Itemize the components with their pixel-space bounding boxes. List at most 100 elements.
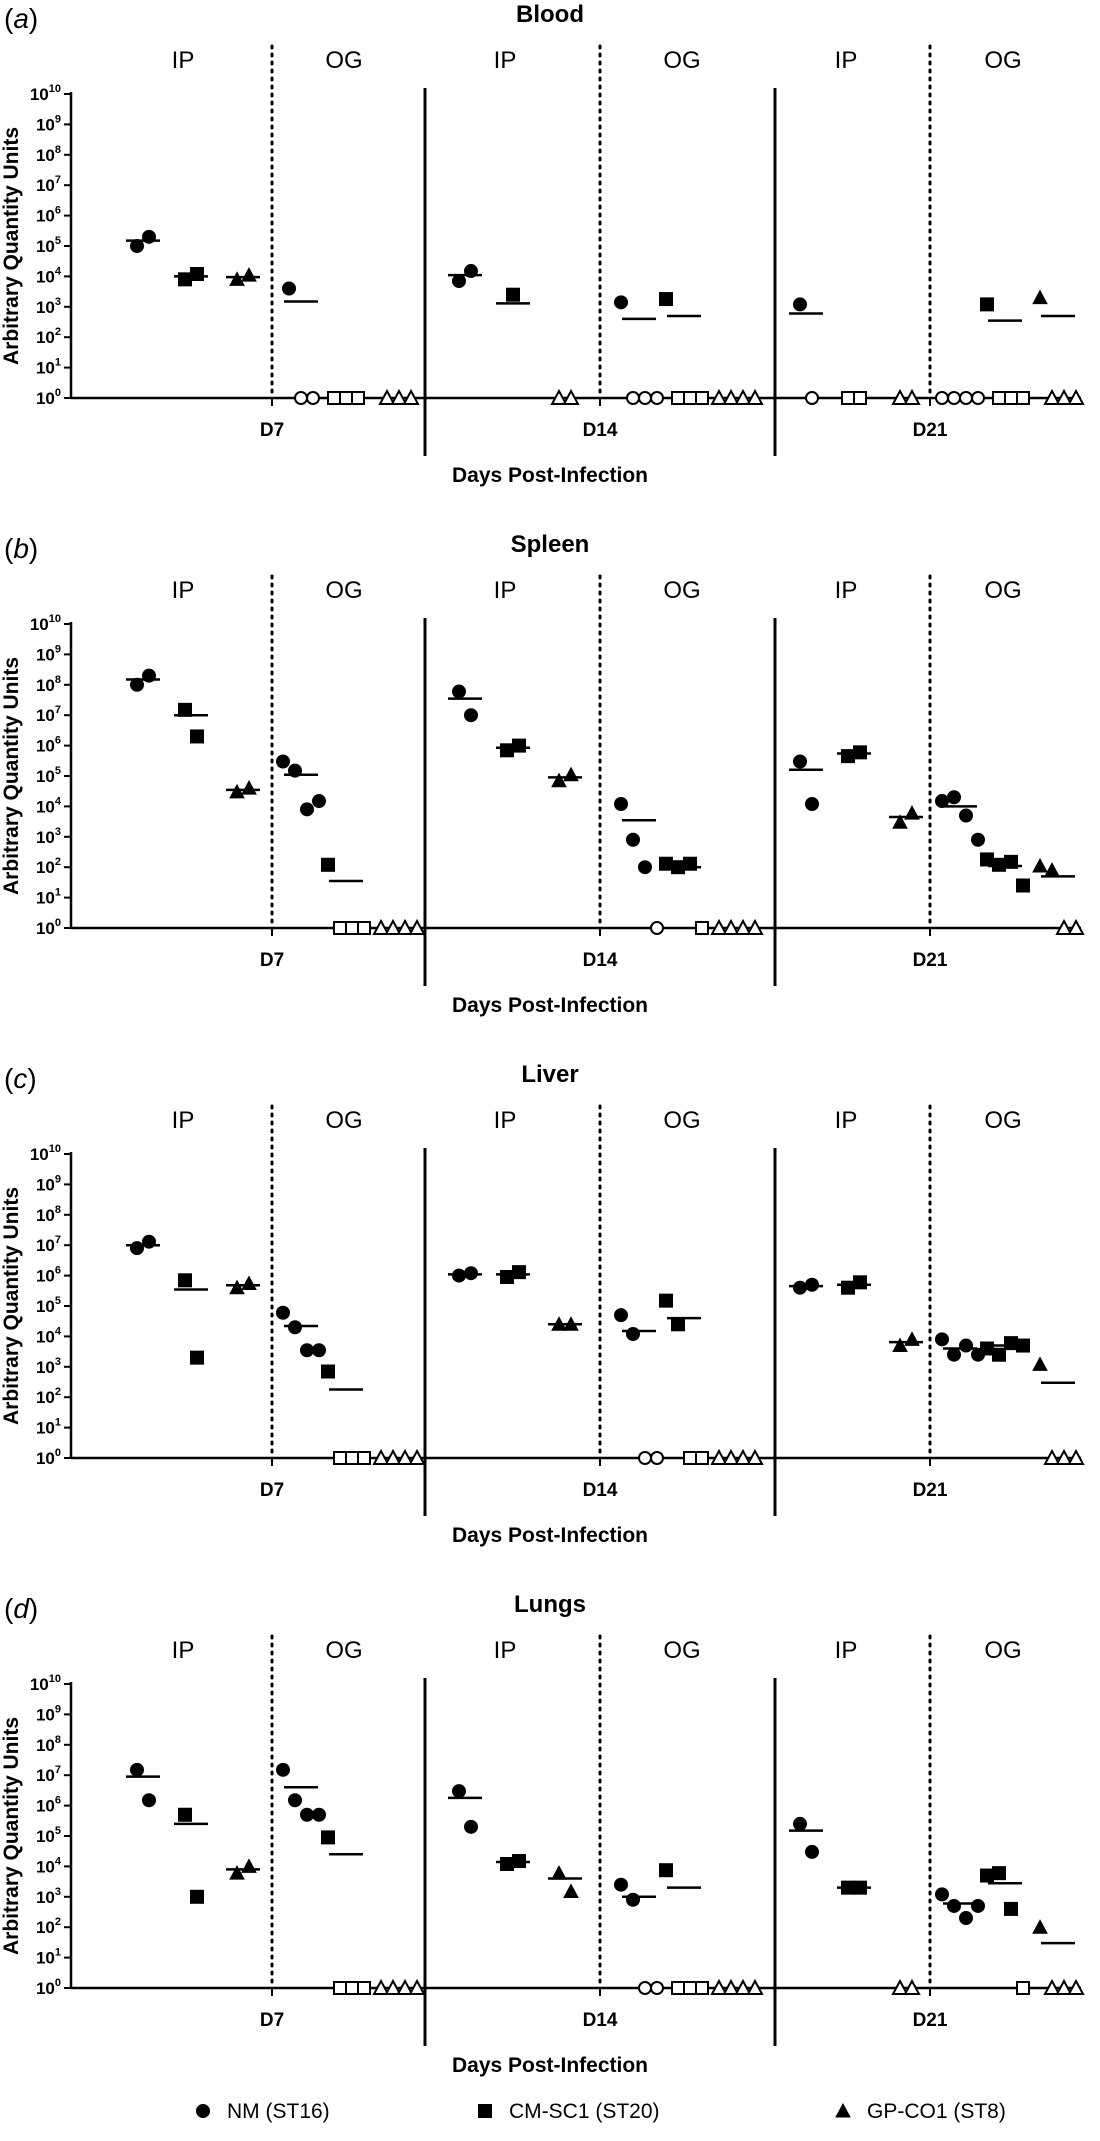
data-point-gp — [746, 918, 764, 935]
legend-label: GP-CO1 (ST8) — [867, 2100, 1006, 2123]
data-point-nm — [805, 1844, 819, 1859]
data-point-gp — [710, 918, 728, 935]
y-tick-label: 104 — [36, 265, 62, 286]
day-label: D7 — [260, 420, 284, 441]
data-point-nm — [288, 1320, 302, 1335]
data-point-nm — [959, 1911, 973, 1926]
y-tick-label: 102 — [36, 1916, 61, 1937]
y-tick-label: 105 — [36, 235, 61, 256]
y-tick-label: 100 — [36, 917, 61, 938]
data-point-nm — [288, 1793, 302, 1808]
data-point-nm — [638, 1981, 652, 1995]
data-point-cm — [178, 1273, 192, 1288]
data-point-nm — [793, 754, 807, 769]
data-point-cm — [853, 1275, 867, 1290]
data-point-nm — [947, 790, 961, 805]
data-point-gp — [1043, 388, 1061, 405]
data-point-gp — [1067, 1978, 1085, 1995]
data-point-cm — [659, 292, 673, 307]
data-point-nm — [959, 391, 973, 405]
data-point-cm — [345, 921, 359, 935]
data-point-gp — [241, 267, 257, 282]
data-point-nm — [947, 1347, 961, 1362]
legend-marker-circle — [196, 2104, 210, 2118]
data-point-nm — [130, 1241, 144, 1256]
y-tick-label: 105 — [36, 765, 61, 786]
data-point-nm — [935, 1332, 949, 1347]
data-point-gp — [396, 1448, 414, 1465]
data-point-gp — [241, 780, 257, 795]
data-point-nm — [300, 1807, 314, 1822]
data-point-gp — [384, 1448, 402, 1465]
legend-item-cm: CM-SC1 (ST20) — [478, 2100, 660, 2123]
panel-title: Lungs — [514, 1591, 586, 1618]
y-tick-label: 108 — [36, 1734, 61, 1755]
data-point-gp — [408, 918, 426, 935]
data-point-nm — [971, 832, 985, 847]
group-label-og: OG — [663, 47, 700, 74]
day-label: D14 — [583, 1480, 618, 1501]
data-point-gp — [1067, 918, 1085, 935]
data-point-nm — [142, 1793, 156, 1808]
data-point-gp — [1043, 1448, 1061, 1465]
data-point-gp — [1055, 1978, 1073, 1995]
data-point-nm — [959, 1338, 973, 1353]
data-point-cm — [190, 1350, 204, 1365]
data-point-gp — [891, 388, 909, 405]
data-point-nm — [312, 1343, 326, 1358]
data-point-cm — [683, 1981, 697, 1995]
data-point-nm — [947, 1898, 961, 1913]
data-point-nm — [614, 1877, 628, 1892]
data-point-nm — [276, 1762, 290, 1777]
legend-item-nm: NM (ST16) — [196, 2100, 330, 2123]
data-point-gp — [402, 388, 420, 405]
data-point-gp — [229, 271, 245, 286]
data-point-cm — [671, 1317, 685, 1332]
y-tick-label: 100 — [36, 1447, 61, 1468]
y-tick-label: 104 — [36, 1325, 62, 1346]
data-point-cm — [695, 1451, 709, 1465]
data-point-cm — [683, 391, 697, 405]
data-point-cm — [339, 391, 353, 405]
data-point-gp — [372, 1978, 390, 1995]
group-label-og: OG — [325, 577, 362, 604]
data-point-nm — [282, 281, 296, 296]
group-label-ip: IP — [494, 1637, 517, 1664]
data-point-gp — [551, 1865, 567, 1880]
data-point-gp — [710, 1448, 728, 1465]
data-point-cm — [980, 1868, 994, 1883]
data-point-nm — [947, 391, 961, 405]
data-point-nm — [650, 921, 664, 935]
data-point-cm — [500, 1269, 514, 1284]
data-point-nm — [650, 391, 664, 405]
data-point-gp — [390, 388, 408, 405]
data-point-gp — [372, 918, 390, 935]
data-point-cm — [178, 1807, 192, 1822]
data-point-cm — [695, 391, 709, 405]
legend-label: CM-SC1 (ST20) — [509, 2100, 660, 2123]
group-label-og: OG — [984, 47, 1021, 74]
y-tick-label: 1010 — [30, 1143, 61, 1164]
data-point-cm — [1016, 1981, 1030, 1995]
data-point-cm — [357, 921, 371, 935]
data-point-gp — [722, 1448, 740, 1465]
data-point-cm — [333, 1981, 347, 1995]
group-label-ip: IP — [172, 577, 195, 604]
legend-marker-square — [478, 2104, 492, 2118]
data-point-cm — [992, 1347, 1006, 1362]
data-point-gp — [408, 1448, 426, 1465]
data-point-gp — [396, 1978, 414, 1995]
data-point-nm — [626, 391, 640, 405]
data-point-nm — [638, 391, 652, 405]
data-point-gp — [563, 1883, 579, 1898]
group-label-ip: IP — [494, 47, 517, 74]
data-point-nm — [971, 1898, 985, 1913]
data-point-nm — [638, 1451, 652, 1465]
data-point-cm — [351, 391, 365, 405]
data-point-nm — [130, 1762, 144, 1777]
panel-letter: (a) — [4, 3, 38, 34]
data-point-gp — [372, 1448, 390, 1465]
y-axis-label: Arbitrary Quantity Units — [0, 127, 23, 365]
group-label-ip: IP — [494, 577, 517, 604]
